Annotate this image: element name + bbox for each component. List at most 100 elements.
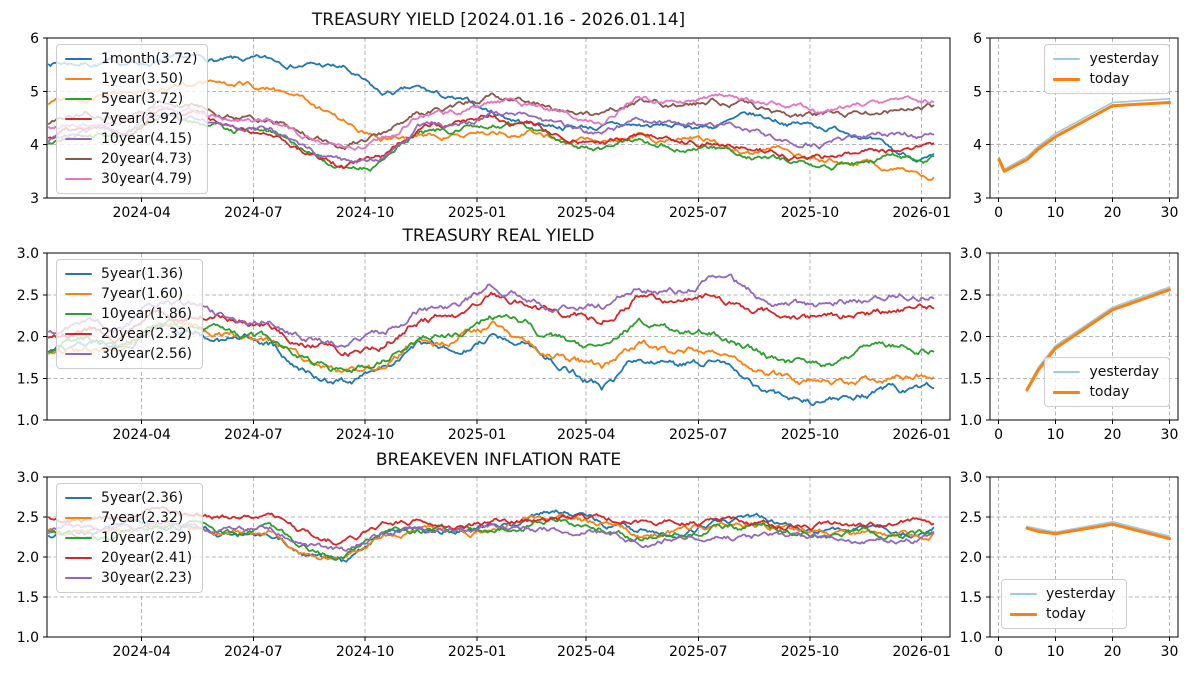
legend-label: 5year(2.36) <box>101 490 184 506</box>
breakeven-inflation-title: BREAKEVEN INFLATION RATE <box>375 450 622 470</box>
x-tick-label: 2024-07 <box>224 644 283 660</box>
y-tick-label: 3.0 <box>17 246 39 262</box>
legend-label: 20year(2.32) <box>101 326 193 342</box>
legend-label: 30year(2.23) <box>101 570 193 586</box>
legend-entry: yesterday <box>1053 362 1159 382</box>
legend-label: yesterday <box>1046 586 1116 602</box>
x-tick-label: 30 <box>1161 427 1179 443</box>
legend-swatch-icon <box>65 496 92 500</box>
curve-line-yesterday <box>998 97 1171 171</box>
legend-label: 5year(3.72) <box>101 91 184 107</box>
legend-entry: today <box>1010 604 1116 624</box>
legend-entry: 5year(3.72) <box>65 89 197 109</box>
x-tick-label: 2025-04 <box>557 644 616 660</box>
y-tick-label: 1.0 <box>960 630 982 646</box>
x-tick-label: 20 <box>1104 205 1122 221</box>
legend-swatch-icon <box>1053 77 1081 81</box>
y-tick-label: 5 <box>973 84 982 100</box>
legend-entry: 10year(4.15) <box>65 129 197 149</box>
legend-label: 10year(4.15) <box>101 131 193 147</box>
y-tick-label: 3.0 <box>17 470 39 486</box>
legend-entry: yesterday <box>1010 584 1116 604</box>
x-tick-label: 0 <box>994 644 1003 660</box>
x-tick-label: 2024-04 <box>112 427 171 443</box>
legend-swatch-icon <box>65 352 92 356</box>
axis-ticks <box>986 476 1170 641</box>
y-tick-label: 6 <box>30 31 39 47</box>
x-tick-label: 30 <box>1161 644 1179 660</box>
legend-entry: 1month(3.72) <box>65 49 197 69</box>
axis-tick-labels: 0 10 20 30 3 4 5 6 <box>973 31 1178 221</box>
legend-entry: yesterday <box>1053 49 1159 69</box>
legend-swatch-icon <box>1053 57 1081 61</box>
x-tick-label: 2025-07 <box>669 427 728 443</box>
x-tick-label: 2025-01 <box>448 205 507 221</box>
plot-frame <box>46 37 951 199</box>
series-lines <box>997 97 1171 173</box>
curve-line-today <box>997 101 1171 173</box>
legend-swatch-icon <box>65 57 92 61</box>
legend-label: 10year(2.29) <box>101 530 193 546</box>
gridlines <box>47 477 950 637</box>
x-tick-label: 0 <box>994 205 1003 221</box>
axis-ticks <box>43 252 923 424</box>
x-tick-label: 2024-10 <box>336 644 395 660</box>
x-tick-label: 2025-01 <box>448 644 507 660</box>
x-tick-label: 30 <box>1161 205 1179 221</box>
breakeven-inflation-main-legend: 5year(2.36) 7year(2.32) 10year(2.29) 20year… <box>56 483 204 593</box>
curve-line-yesterday <box>1026 520 1171 538</box>
breakeven-inflation-curve-plot: 0 10 20 30 1.0 1.5 2.0 2.5 3.0 <box>960 470 1179 660</box>
legend-entry: 30year(2.23) <box>65 568 192 588</box>
x-tick-label: 10 <box>1047 427 1065 443</box>
legend-entry: 10year(2.29) <box>65 528 192 548</box>
y-tick-label: 2.5 <box>17 510 39 526</box>
x-tick-label: 10 <box>1047 644 1065 660</box>
axis-ticks <box>43 476 923 641</box>
legend-entry: 20year(2.32) <box>65 324 192 344</box>
y-tick-label: 1.5 <box>960 371 982 387</box>
series-lines <box>1025 520 1171 541</box>
legend-swatch-icon <box>65 312 92 316</box>
legend-entry: 5year(1.36) <box>65 264 192 284</box>
legend-swatch-icon <box>65 292 92 296</box>
y-tick-label: 2.5 <box>17 288 39 304</box>
legend-entry: today <box>1053 382 1159 402</box>
y-tick-label: 2.5 <box>960 510 982 526</box>
legend-swatch-icon <box>65 137 92 141</box>
x-tick-label: 2026-01 <box>892 205 951 221</box>
legend-swatch-icon <box>1053 390 1081 394</box>
legend-swatch-icon <box>65 332 92 336</box>
axis-tick-labels: 2024-04 2024-07 2024-10 2025-01 2025-04 2025-… <box>17 470 951 660</box>
legend-label: 7year(2.32) <box>101 510 184 526</box>
breakeven-inflation-main-plot: 2024-04 2024-07 2024-10 2025-01 2025-04 2025-… <box>17 470 951 660</box>
y-tick-label: 2.0 <box>960 330 982 346</box>
y-tick-label: 3.0 <box>960 246 982 262</box>
plot-frame <box>989 37 1179 199</box>
legend-entry: 7year(2.32) <box>65 508 192 528</box>
x-tick-label: 2025-10 <box>781 205 840 221</box>
axis-tick-labels: 0 10 20 30 1.0 1.5 2.0 2.5 3.0 <box>960 246 1179 443</box>
legend-swatch-icon <box>65 576 92 580</box>
y-tick-label: 1.5 <box>960 590 982 606</box>
legend-entry: 20year(2.41) <box>65 548 192 568</box>
x-tick-label: 2025-04 <box>557 205 616 221</box>
legend-label: 30year(4.79) <box>101 171 193 187</box>
y-tick-label: 4 <box>30 138 39 154</box>
x-tick-label: 10 <box>1047 205 1065 221</box>
legend-entry: today <box>1053 69 1159 89</box>
axis-tick-labels: 2024-04 2024-07 2024-10 2025-01 2025-04 2025-… <box>30 31 951 221</box>
legend-label: today <box>1089 384 1130 400</box>
y-tick-label: 5 <box>30 84 39 100</box>
legend-label: 5year(1.36) <box>101 266 184 282</box>
legend-swatch-icon <box>65 177 92 181</box>
x-tick-label: 2024-07 <box>224 427 283 443</box>
legend-entry: 7year(3.92) <box>65 109 197 129</box>
treasury-yield-curve-plot: 0 10 20 30 3 4 5 6 <box>973 31 1179 221</box>
treasury-real-yield-curve-legend: yesterday today <box>1044 357 1170 407</box>
legend-label: 1month(3.72) <box>101 51 198 67</box>
legend-swatch-icon <box>65 272 92 276</box>
x-tick-label: 2024-10 <box>336 427 395 443</box>
x-tick-label: 2025-10 <box>781 427 840 443</box>
legend-label: 20year(4.73) <box>101 151 193 167</box>
